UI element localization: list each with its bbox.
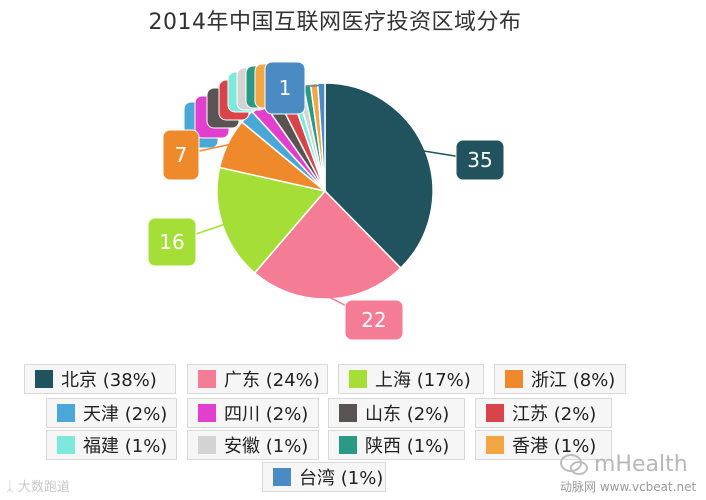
pie-slice-0 — [324, 82, 434, 270]
legend-swatch — [198, 436, 216, 454]
chart-title: 2014年中国互联网医疗投资区域分布 — [148, 10, 522, 35]
legend-label: 山东 (2%) — [365, 404, 450, 425]
legend-swatch — [339, 436, 357, 454]
legend-label: 安徽 (1%) — [224, 436, 309, 457]
legend-label: 天津 (2%) — [83, 404, 168, 425]
legend-item-7: 江苏 (2%) — [475, 398, 612, 428]
legend-label: 广东 (24%) — [224, 370, 320, 391]
legend-swatch — [198, 370, 216, 388]
legend-swatch — [339, 404, 357, 422]
pie-callout-2: 16 — [147, 217, 225, 267]
legend-item-2: 上海 (17%) — [338, 364, 484, 394]
legend-item-10: 陕西 (1%) — [328, 430, 465, 460]
legend-label: 陕西 (1%) — [365, 436, 450, 457]
pie-callout-1: 22 — [328, 296, 404, 341]
legend-item-12: 台湾 (1%) — [262, 462, 386, 492]
pie-slice-1 — [253, 189, 402, 300]
legend-label: 四川 (2%) — [224, 404, 309, 425]
legend-swatch — [273, 468, 291, 486]
legend-swatch — [349, 370, 367, 388]
legend-label: 上海 (17%) — [375, 370, 471, 391]
pie-data-label-0: 35 — [467, 148, 492, 172]
legend-label: 香港 (1%) — [512, 436, 597, 457]
legend-item-9: 安徽 (1%) — [187, 430, 319, 460]
legend-item-4: 天津 (2%) — [46, 398, 177, 428]
legend-swatch — [57, 436, 75, 454]
watermark-left: ᛣ 大数跑道 — [6, 480, 70, 495]
wechat-logo-icon — [560, 454, 588, 475]
legend-item-6: 山东 (2%) — [328, 398, 465, 428]
legend-swatch — [486, 404, 504, 422]
legend-item-11: 香港 (1%) — [475, 430, 612, 460]
pie-slices — [216, 82, 434, 300]
watermark-brand: mHealth — [594, 452, 688, 477]
legend-label: 浙江 (8%) — [531, 370, 616, 391]
legend-swatch — [57, 404, 75, 422]
legend-swatch — [505, 370, 523, 388]
pie-callout-3: 7 — [162, 129, 231, 181]
watermark-left-icon: ᛣ — [6, 480, 14, 495]
pie-data-label-1: 22 — [361, 308, 386, 332]
legend-swatch — [486, 436, 504, 454]
legend-item-0: 北京 (38%) — [24, 364, 176, 394]
watermark-site: 动脉网 www.vcbeat.net — [560, 480, 697, 494]
legend-label: 福建 (1%) — [83, 436, 168, 457]
pie-slice-12 — [316, 82, 326, 192]
legend-item-3: 浙江 (8%) — [494, 364, 626, 394]
legend-swatch — [35, 370, 53, 388]
pie-data-label-12: 1 — [279, 76, 292, 100]
legend-item-5: 四川 (2%) — [187, 398, 319, 428]
pie-callouts: 1 7 16 22 35 — [147, 61, 505, 341]
legend-label: 北京 (38%) — [61, 370, 157, 391]
pie-callout-0: 35 — [422, 139, 505, 181]
legend-item-1: 广东 (24%) — [187, 364, 328, 394]
pie-data-label-3: 7 — [175, 143, 188, 167]
legend-swatch — [198, 404, 216, 422]
pie-data-label-2: 16 — [159, 230, 184, 254]
legend-label: 台湾 (1%) — [299, 468, 384, 489]
pie-callout-12: 1 — [264, 61, 322, 115]
legend-label: 江苏 (2%) — [512, 404, 597, 425]
legend-item-8: 福建 (1%) — [46, 430, 177, 460]
